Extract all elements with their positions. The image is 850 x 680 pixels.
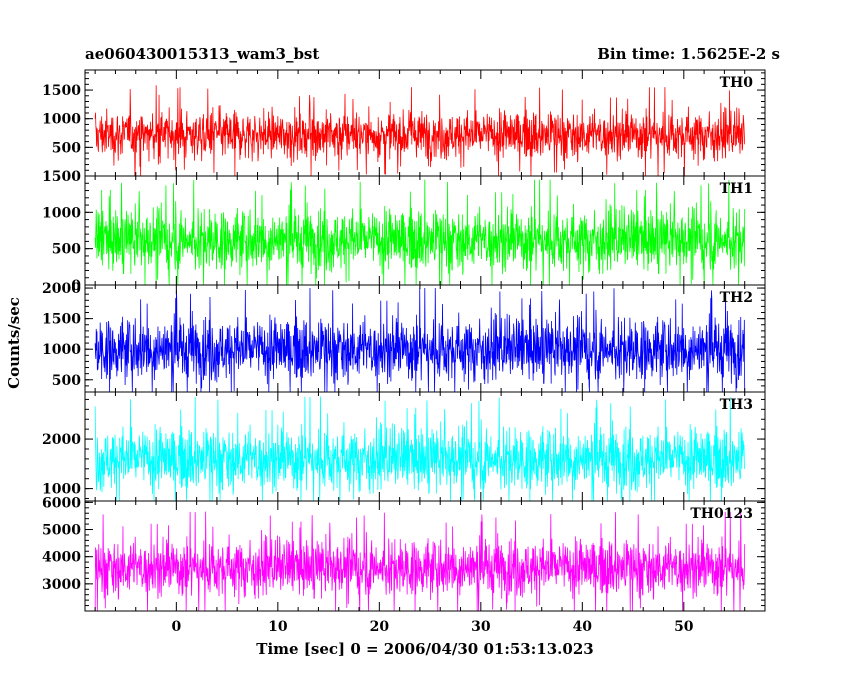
series-line-th2 — [94, 288, 746, 393]
panel-th2: 500 1000 1500 2000 TH2 — [42, 281, 766, 393]
panel-frame — [84, 500, 766, 612]
y-tick-label: 500 — [52, 140, 81, 156]
y-tick-label: 2000 — [42, 432, 81, 448]
x-tick-label: 30 — [471, 619, 491, 635]
y-tick-label: 2000 — [42, 281, 81, 297]
y-tick-label: 6000 — [42, 495, 81, 511]
panel-th3: 1000 2000 TH3 — [42, 391, 766, 502]
chart-title-right: Bin time: 1.5625E-2 s — [597, 45, 780, 63]
y-tick-label: 500 — [52, 242, 81, 258]
panel-label: TH0 — [720, 75, 754, 91]
chart-title-left: ae060430015313_wam3_bst — [85, 45, 319, 63]
series-line-th1 — [94, 179, 746, 286]
panel-th0: 500 1000 1500 TH0 — [42, 69, 766, 177]
panel-th0123: 3000 4000 5000 6000 TH0123 — [42, 495, 766, 612]
y-tick-label: 1000 — [42, 112, 81, 128]
series-line-th0 — [94, 85, 746, 177]
panel-label: TH1 — [720, 181, 753, 197]
x-tick-label: 10 — [268, 619, 288, 635]
y-axis-label: Counts/sec — [5, 297, 23, 389]
y-tick-label: 1500 — [42, 83, 81, 99]
x-tick-label: 0 — [171, 619, 181, 635]
y-tick-label: 0 — [71, 278, 81, 294]
y-tick-label: 1000 — [42, 205, 81, 221]
panel-label: TH0123 — [690, 506, 753, 522]
y-tick-label: 500 — [52, 373, 81, 389]
panel-th1: 0 500 1000 1500 TH1 — [42, 169, 766, 294]
x-tick-label: 20 — [370, 619, 390, 635]
panels-group: 50010001500TH0050010001500TH150010001500… — [42, 69, 766, 635]
panel-label: TH3 — [720, 397, 753, 413]
x-axis: 0 10 20 30 40 50 — [171, 619, 693, 635]
y-tick-label: 1000 — [42, 342, 81, 358]
x-tick-label: 40 — [573, 619, 593, 635]
panel-label: TH2 — [720, 290, 753, 306]
series-line-th0123 — [94, 511, 746, 612]
y-tick-label: 1000 — [42, 482, 81, 498]
y-tick-label: 1500 — [42, 169, 81, 185]
series-line-th3 — [94, 396, 746, 502]
x-axis-label: Time [sec] 0 = 2006/04/30 01:53:13.023 — [256, 640, 593, 658]
x-tick-label: 50 — [674, 619, 694, 635]
y-tick-label: 5000 — [42, 523, 81, 539]
y-tick-label: 4000 — [42, 550, 81, 566]
y-tick-label: 3000 — [42, 577, 81, 593]
y-tick-label: 1500 — [42, 312, 81, 328]
